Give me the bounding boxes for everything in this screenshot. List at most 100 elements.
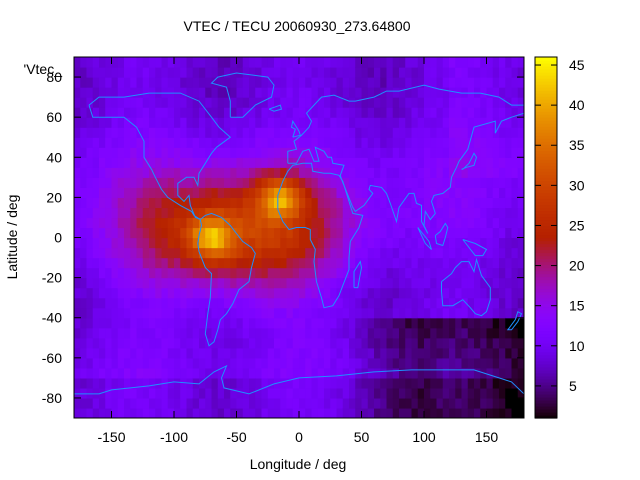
heatmap-cell — [517, 277, 524, 289]
heatmap-cell — [299, 207, 306, 219]
heatmap-cell — [236, 207, 244, 219]
heatmap-cell — [455, 387, 463, 399]
heatmap-cell — [455, 297, 463, 309]
heatmap-cell — [111, 377, 119, 389]
heatmap-cell — [92, 77, 100, 88]
heatmap-cell — [499, 317, 506, 329]
heatmap-cell — [511, 257, 519, 269]
heatmap-cell — [230, 357, 238, 369]
heatmap-cell — [261, 167, 269, 178]
colorbar-segment — [535, 333, 557, 338]
heatmap-cell — [349, 407, 356, 418]
heatmap-cell — [336, 337, 344, 349]
heatmap-cell — [424, 397, 431, 409]
heatmap-cell — [386, 287, 394, 299]
x-axis-ticks: -150 -100 -50 0 50 100 150 — [97, 57, 498, 445]
heatmap-cell — [230, 407, 238, 418]
heatmap-cell — [236, 397, 244, 409]
heatmap-cell — [436, 277, 444, 289]
colorbar-segment — [535, 378, 557, 383]
heatmap-cell — [449, 57, 456, 68]
heatmap-cell — [161, 147, 169, 158]
heatmap-cell — [511, 247, 519, 259]
heatmap-cell — [480, 157, 488, 168]
colorbar-segment — [535, 87, 557, 91]
heatmap-cell — [405, 387, 413, 399]
heatmap-cell — [474, 167, 481, 178]
heatmap-cell — [424, 257, 431, 269]
heatmap-cell — [242, 57, 250, 68]
heatmap-cell — [205, 187, 213, 198]
heatmap-cell — [99, 157, 106, 168]
heatmap-cell — [424, 127, 431, 138]
heatmap-cell — [180, 347, 188, 359]
heatmap-cell — [305, 407, 313, 418]
heatmap-cell — [342, 387, 350, 399]
heatmap-cell — [261, 297, 269, 309]
heatmap-cell — [205, 307, 213, 319]
heatmap-cell — [374, 67, 381, 78]
heatmap-cell — [286, 377, 294, 389]
heatmap-cell — [330, 147, 338, 158]
heatmap-cell — [480, 247, 488, 259]
heatmap-cell — [130, 207, 138, 219]
heatmap-cell — [86, 217, 94, 229]
heatmap-cell — [236, 317, 244, 329]
heatmap-cell — [355, 127, 363, 138]
heatmap-cell — [405, 127, 413, 138]
heatmap-cell — [242, 347, 250, 359]
heatmap-cell — [124, 107, 131, 118]
heatmap-cell — [130, 397, 138, 409]
heatmap-cell — [324, 377, 331, 389]
heatmap-cell — [161, 247, 169, 259]
heatmap-cell — [130, 317, 138, 329]
heatmap-cell — [480, 407, 488, 418]
heatmap-cell — [261, 327, 269, 339]
heatmap-cell — [217, 217, 225, 229]
heatmap-cell — [111, 207, 119, 219]
heatmap-cell — [174, 397, 181, 409]
heatmap-cell — [317, 197, 325, 209]
heatmap-cell — [255, 117, 263, 128]
heatmap-cell — [430, 297, 438, 309]
heatmap-cell — [511, 77, 519, 88]
heatmap-cell — [255, 217, 263, 229]
heatmap-cell — [280, 157, 288, 168]
heatmap-cell — [486, 147, 494, 158]
heatmap-cell — [474, 397, 481, 409]
heatmap-cell — [205, 207, 213, 219]
heatmap-cell — [149, 227, 156, 239]
heatmap-cell — [342, 367, 350, 379]
heatmap-cell — [217, 147, 225, 158]
heatmap-cell — [361, 307, 369, 319]
heatmap-cell — [186, 327, 194, 339]
heatmap-cell — [374, 337, 381, 349]
heatmap-cell — [80, 277, 88, 289]
heatmap-cell — [442, 347, 450, 359]
heatmap-cell — [236, 247, 244, 259]
heatmap-cell — [280, 87, 288, 98]
heatmap-cell — [511, 327, 519, 339]
heatmap-cell — [474, 407, 481, 418]
heatmap-cell — [411, 167, 419, 178]
heatmap-cell — [224, 57, 231, 68]
heatmap-cell — [74, 347, 81, 359]
heatmap-cell — [174, 377, 181, 389]
heatmap-cell — [236, 367, 244, 379]
heatmap-cell — [205, 197, 213, 209]
heatmap-cell — [124, 297, 131, 309]
heatmap-cell — [461, 297, 469, 309]
heatmap-cell — [305, 87, 313, 98]
heatmap-cell — [380, 137, 388, 148]
heatmap-cell — [317, 217, 325, 229]
heatmap-cell — [305, 247, 313, 259]
heatmap-cell — [142, 317, 150, 329]
heatmap-cell — [230, 217, 238, 229]
colorbar-segment — [535, 297, 557, 302]
heatmap-cell — [380, 287, 388, 299]
heatmap-cell — [324, 407, 331, 418]
heatmap-cell — [374, 377, 381, 389]
heatmap-cell — [461, 217, 469, 229]
heatmap-cell — [286, 147, 294, 158]
